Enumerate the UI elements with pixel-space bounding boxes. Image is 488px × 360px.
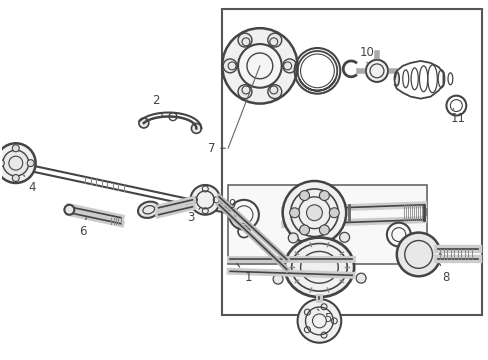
Circle shape (0, 143, 36, 183)
Circle shape (396, 233, 440, 276)
Circle shape (328, 208, 339, 218)
Text: 7: 7 (207, 142, 225, 155)
Circle shape (267, 85, 281, 99)
Circle shape (12, 145, 19, 152)
Text: 3: 3 (186, 208, 200, 224)
Text: 1: 1 (236, 264, 251, 284)
Circle shape (27, 159, 34, 167)
Circle shape (238, 44, 281, 88)
Ellipse shape (366, 60, 387, 82)
Circle shape (314, 299, 325, 309)
Ellipse shape (138, 202, 159, 218)
Circle shape (319, 190, 328, 201)
Circle shape (299, 225, 309, 235)
Circle shape (288, 233, 298, 243)
Text: 4: 4 (24, 175, 35, 194)
Text: 9: 9 (228, 198, 235, 211)
Circle shape (282, 181, 346, 244)
Circle shape (366, 60, 387, 82)
Text: 8: 8 (439, 264, 449, 284)
Bar (222, 9, 481, 315)
Ellipse shape (284, 238, 353, 297)
Circle shape (222, 28, 297, 104)
Text: 6: 6 (80, 218, 87, 238)
Circle shape (0, 159, 4, 167)
Circle shape (339, 232, 349, 242)
Circle shape (238, 85, 251, 99)
Circle shape (191, 123, 201, 133)
Text: 2: 2 (152, 94, 162, 116)
Circle shape (297, 299, 341, 343)
Text: 5: 5 (317, 309, 330, 325)
Text: 10: 10 (359, 46, 374, 63)
Circle shape (223, 59, 237, 73)
Ellipse shape (64, 205, 74, 215)
Bar (228, 185, 426, 264)
Circle shape (12, 175, 19, 181)
Ellipse shape (394, 72, 398, 86)
Circle shape (238, 33, 251, 47)
Text: 11: 11 (450, 109, 465, 125)
Circle shape (273, 274, 283, 284)
Circle shape (267, 33, 281, 47)
Circle shape (299, 190, 309, 201)
Circle shape (139, 118, 148, 128)
Circle shape (306, 205, 322, 221)
Circle shape (355, 273, 366, 283)
Circle shape (282, 59, 296, 73)
Circle shape (3, 150, 29, 176)
Circle shape (289, 208, 299, 218)
Circle shape (190, 185, 220, 215)
Circle shape (319, 225, 328, 235)
